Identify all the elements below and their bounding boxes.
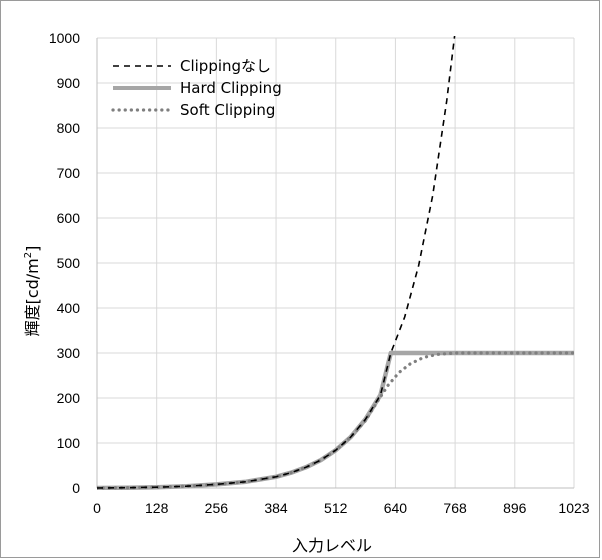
y-tick-label: 900 [57,75,81,91]
y-tick-label: 200 [57,390,81,406]
series-group [97,36,574,490]
x-tick-label: 128 [145,500,169,516]
y-tick-label: 500 [57,255,81,271]
legend-label-0: Clippingなし [180,57,271,75]
y-axis-label-main: 輝度[cd/m [23,258,42,336]
y-tick-label: 300 [57,345,81,361]
y-axis-label: 輝度[cd/m2] [23,246,42,337]
y-axis-label-superscript: 2 [23,252,34,258]
y-tick-label: 0 [72,480,80,496]
y-tick-label: 400 [57,300,81,316]
x-axis-label: 入力レベル [292,536,372,555]
tick-labels: 0 128 256 384 512 640 768 896 1023 0 100 200 300 400 5… [49,30,590,516]
x-tick-label: 512 [324,500,348,516]
y-axis-label-close: ] [23,246,42,252]
x-tick-label: 640 [384,500,408,516]
y-tick-label: 1000 [49,30,80,46]
y-tick-label: 100 [57,435,81,451]
y-tick-label: 800 [57,120,81,136]
x-tick-label: 384 [264,500,288,516]
y-tick-label: 600 [57,210,81,226]
x-tick-label: 896 [503,500,527,516]
legend-label-2: Soft Clipping [180,101,275,119]
legend: Clippingなし Hard Clipping Soft Clipping [111,57,282,119]
x-tick-label: 768 [443,500,467,516]
x-tick-label: 0 [93,500,101,516]
legend-label-1: Hard Clipping [180,79,282,97]
x-tick-label: 256 [205,500,229,516]
gridlines [97,37,575,488]
x-tick-label: 1023 [558,500,589,516]
series-line-0 [97,36,456,489]
y-tick-label: 700 [57,165,81,181]
y-axis-label-group: 輝度[cd/m2] [23,246,42,337]
